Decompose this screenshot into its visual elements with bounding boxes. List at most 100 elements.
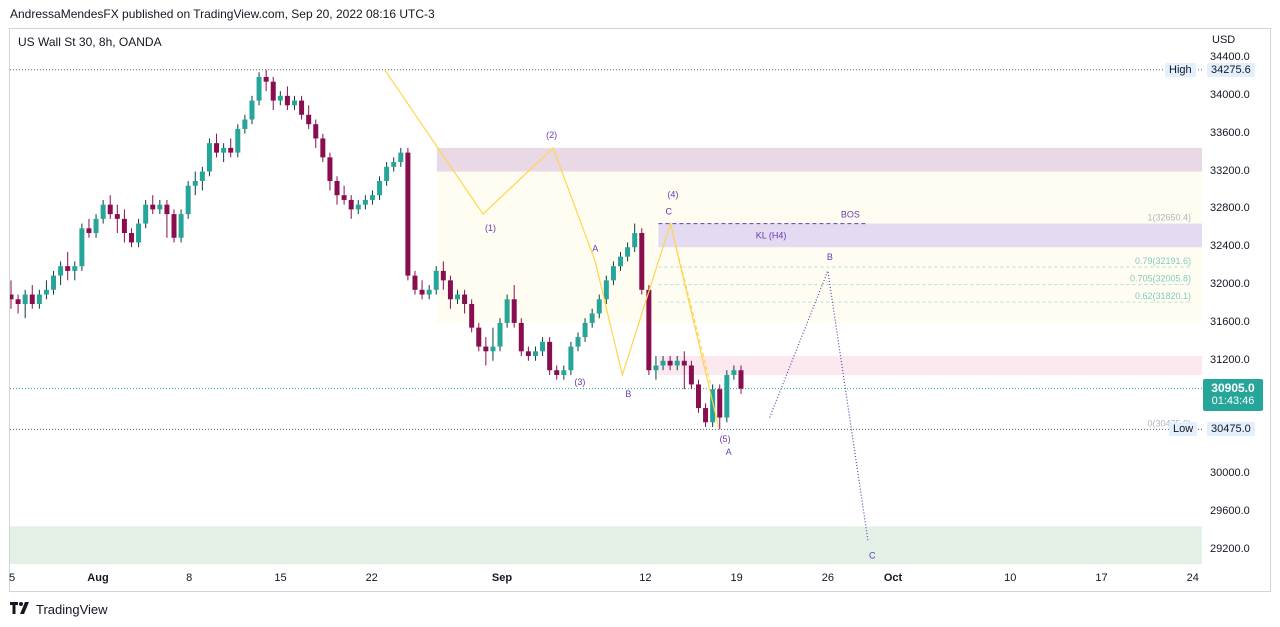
candle-body — [299, 100, 305, 115]
candle — [51, 270, 57, 295]
candle-body — [79, 228, 85, 267]
candle — [58, 261, 64, 286]
corr-label-c1: C — [665, 207, 672, 217]
candle — [221, 143, 227, 163]
candle — [355, 199, 361, 215]
candle-body — [150, 204, 156, 210]
candle-body — [610, 266, 616, 281]
candle — [688, 360, 694, 390]
candle-body — [10, 294, 14, 300]
candle — [341, 185, 347, 205]
kl-zone — [658, 223, 1202, 248]
candle-body — [589, 313, 595, 323]
candle — [313, 119, 319, 148]
candle — [667, 356, 673, 371]
candle — [22, 289, 28, 319]
candle — [100, 199, 106, 224]
candle — [405, 147, 411, 281]
candle — [306, 105, 312, 129]
candle-body — [646, 289, 652, 371]
retest-zone — [658, 356, 1202, 375]
candle-body — [249, 100, 255, 120]
candle-body — [632, 233, 638, 248]
candle-body — [511, 299, 517, 323]
candle — [511, 285, 517, 328]
candle-body — [263, 76, 269, 82]
candle-body — [398, 152, 404, 163]
price-tick: 31200.0 — [1210, 353, 1250, 366]
candle-body — [419, 289, 425, 295]
price-chart[interactable]: (1) (2) (3) (4) (5) A B C A B C BOS KL (H4) 1(32650.4… — [10, 29, 1202, 565]
candle-body — [497, 322, 503, 347]
low-value: 30475.0 — [1207, 422, 1255, 436]
candle — [568, 341, 574, 375]
corr-label-a1: A — [592, 243, 598, 253]
candle — [554, 365, 560, 380]
time-tick: Aug — [87, 572, 109, 584]
candle — [79, 223, 85, 271]
candle — [681, 351, 687, 390]
candle — [128, 228, 134, 248]
wave-label-5: (5) — [720, 434, 731, 444]
candle-body — [228, 147, 234, 153]
candle — [575, 332, 581, 352]
currency-label[interactable]: USD — [1212, 34, 1236, 46]
candle — [65, 251, 71, 281]
candle-body — [561, 370, 567, 375]
time-tick: 26 — [821, 572, 834, 584]
candle-body — [667, 360, 673, 366]
candle — [632, 223, 638, 252]
candle — [497, 318, 503, 352]
time-tick: 5 — [8, 572, 16, 584]
time-tick: 8 — [186, 572, 193, 584]
candle — [738, 365, 744, 394]
candle-body — [688, 365, 694, 385]
time-tick: 15 — [274, 572, 287, 584]
candle — [660, 356, 666, 371]
candle-body — [405, 152, 411, 276]
candle — [270, 76, 276, 111]
candle — [646, 285, 652, 375]
price-tick: 29600.0 — [1210, 505, 1250, 518]
candle-body — [29, 294, 35, 304]
candle — [242, 114, 248, 134]
price-tick: 33200.0 — [1210, 164, 1250, 177]
corr-label-b2: B — [827, 252, 833, 262]
candle — [518, 318, 524, 357]
candle-body — [639, 233, 645, 290]
candle — [547, 337, 553, 375]
chart-frame — [9, 28, 1271, 592]
candle-body — [660, 360, 666, 366]
candle-body — [455, 294, 461, 300]
candles — [10, 69, 744, 430]
candle — [369, 190, 375, 205]
candle-body — [65, 266, 71, 271]
candle — [107, 195, 113, 219]
fib-label-0705: 0.705(32005.8) — [1130, 274, 1191, 284]
demand-zone — [10, 526, 1202, 565]
candle-body — [412, 275, 418, 290]
time-tick: Oct — [883, 572, 903, 584]
time-tick: 10 — [1004, 572, 1017, 584]
candle-body — [43, 289, 49, 295]
candle — [653, 356, 659, 380]
candle-body — [171, 214, 177, 238]
symbol-title[interactable]: US Wall St 30, 8h, OANDA — [18, 35, 162, 49]
candle — [412, 270, 418, 295]
tradingview-brand[interactable]: TradingView — [10, 601, 108, 617]
candle — [483, 337, 489, 366]
candle-body — [270, 81, 276, 101]
candle — [504, 294, 510, 328]
candle-body — [327, 157, 333, 181]
wave-label-4: (4) — [667, 190, 678, 200]
candle-body — [192, 181, 198, 186]
candle-body — [235, 128, 241, 153]
candle-body — [114, 214, 120, 219]
candle-body — [469, 304, 475, 328]
candle — [462, 289, 468, 314]
candle — [625, 242, 631, 262]
wave-label-3: (3) — [574, 377, 585, 387]
candle-body — [582, 322, 588, 338]
candle — [610, 261, 616, 286]
candle — [426, 285, 432, 300]
